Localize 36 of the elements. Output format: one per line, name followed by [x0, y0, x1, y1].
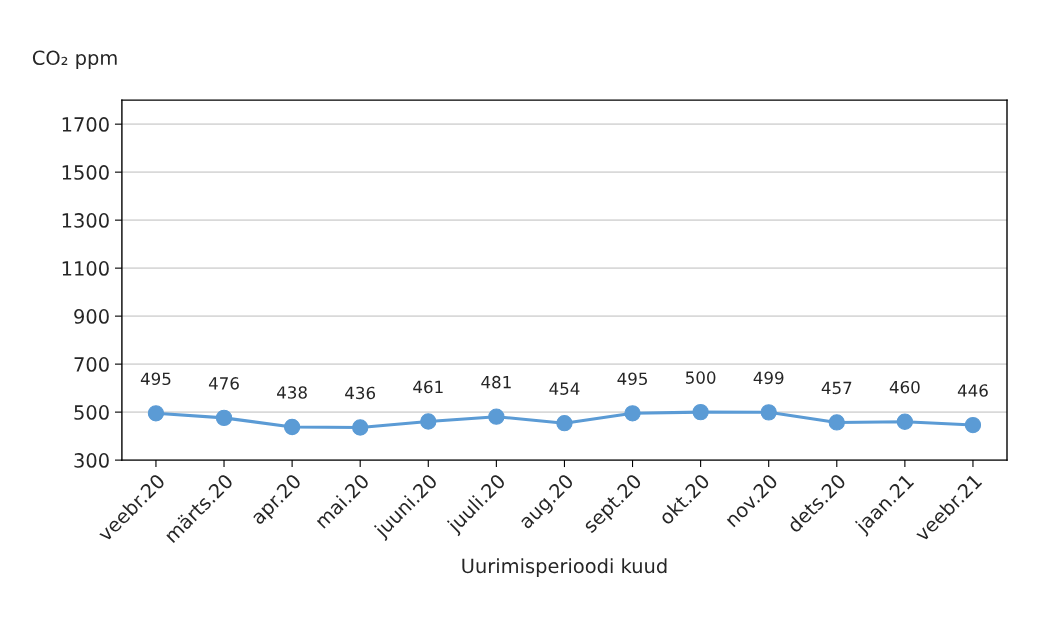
y-tick-label: 500 [74, 405, 109, 420]
point [556, 415, 573, 432]
data-label: 495 [617, 372, 647, 386]
point [964, 416, 982, 434]
data-label: 500 [686, 371, 716, 384]
data-label: 495 [140, 372, 171, 386]
data-label: 454 [549, 382, 580, 395]
data-label: 446 [957, 384, 988, 397]
point [215, 409, 233, 427]
x-axis-title: Uurimisperioodi kuud [462, 558, 667, 578]
data-label: 460 [889, 380, 920, 394]
data-label: 457 [821, 381, 852, 395]
point [896, 413, 914, 430]
point [283, 418, 301, 436]
y-tick-label: 700 [74, 357, 109, 372]
y-tick-label: 1100 [62, 261, 109, 276]
data-label: 481 [481, 375, 511, 389]
point [692, 403, 709, 421]
data-label: 438 [277, 386, 307, 399]
point [420, 413, 437, 430]
y-tick-label: 900 [74, 309, 109, 324]
y-axis-title: CO₂ ppm [32, 50, 117, 69]
y-tick-label: 1300 [62, 213, 109, 228]
data-label: 476 [208, 377, 239, 390]
point [488, 408, 505, 425]
data-label: 436 [345, 386, 376, 400]
point [147, 405, 165, 422]
y-tick-label: 1700 [62, 117, 109, 132]
point [352, 419, 369, 436]
data-label: 461 [413, 380, 443, 394]
point [624, 405, 641, 422]
y-tick-label: 1500 [62, 165, 109, 180]
point [760, 404, 777, 421]
y-tick-label: 300 [74, 453, 109, 468]
point [828, 414, 845, 431]
data-label: 499 [753, 371, 784, 385]
